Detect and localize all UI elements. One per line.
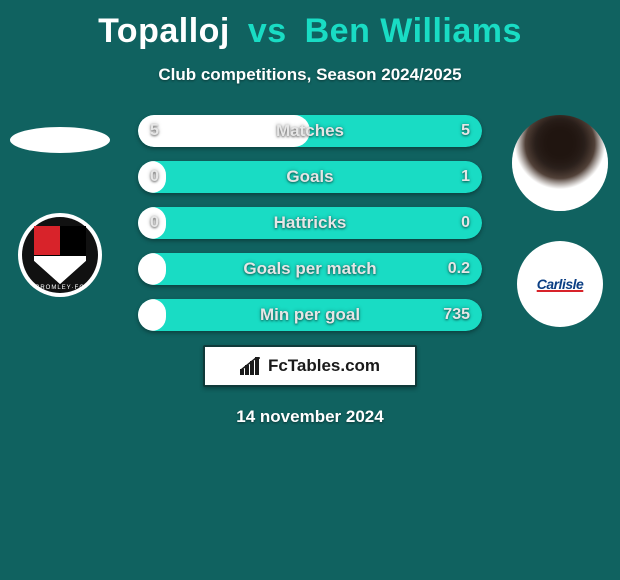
content-area: BROMLEY·FC Carlisle 5Matches50Goals10Hat… [0,115,620,427]
stat-right-value: 1 [461,161,470,193]
stat-bars: 5Matches50Goals10Hattricks0Goals per mat… [138,115,482,331]
player2-avatar [512,115,608,211]
comparison-card: Topalloj vs Ben Williams Club competitio… [0,0,620,580]
brand-text: FcTables.com [268,356,380,376]
brand-box[interactable]: FcTables.com [203,345,417,387]
stat-label: Matches [138,115,482,147]
bromley-ring-text: BROMLEY·FC [35,285,84,291]
stat-row: 0Goals1 [138,161,482,193]
stat-row: Min per goal735 [138,299,482,331]
stat-row: 0Hattricks0 [138,207,482,239]
player1-name: Topalloj [98,12,230,50]
left-column: BROMLEY·FC [10,115,110,327]
carlisle-logo-text: Carlisle [537,276,584,292]
date-label: 14 november 2024 [0,407,620,427]
page-title: Topalloj vs Ben Williams [0,0,620,51]
stat-right-value: 0 [461,207,470,239]
player2-name: Ben Williams [305,12,522,50]
subtitle: Club competitions, Season 2024/2025 [0,65,620,85]
bar-chart-icon [240,357,262,375]
right-column: Carlisle [510,115,610,357]
vs-label: vs [248,12,287,50]
stat-right-value: 735 [443,299,470,331]
stat-row: Goals per match0.2 [138,253,482,285]
player2-club-badge: Carlisle [517,241,603,327]
player1-club-badge: BROMLEY·FC [18,213,102,297]
stat-right-value: 0.2 [448,253,470,285]
player1-avatar [10,127,110,153]
stat-label: Goals [138,161,482,193]
stat-right-value: 5 [461,115,470,147]
stat-label: Goals per match [138,253,482,285]
stat-label: Hattricks [138,207,482,239]
stat-label: Min per goal [138,299,482,331]
stat-row: 5Matches5 [138,115,482,147]
